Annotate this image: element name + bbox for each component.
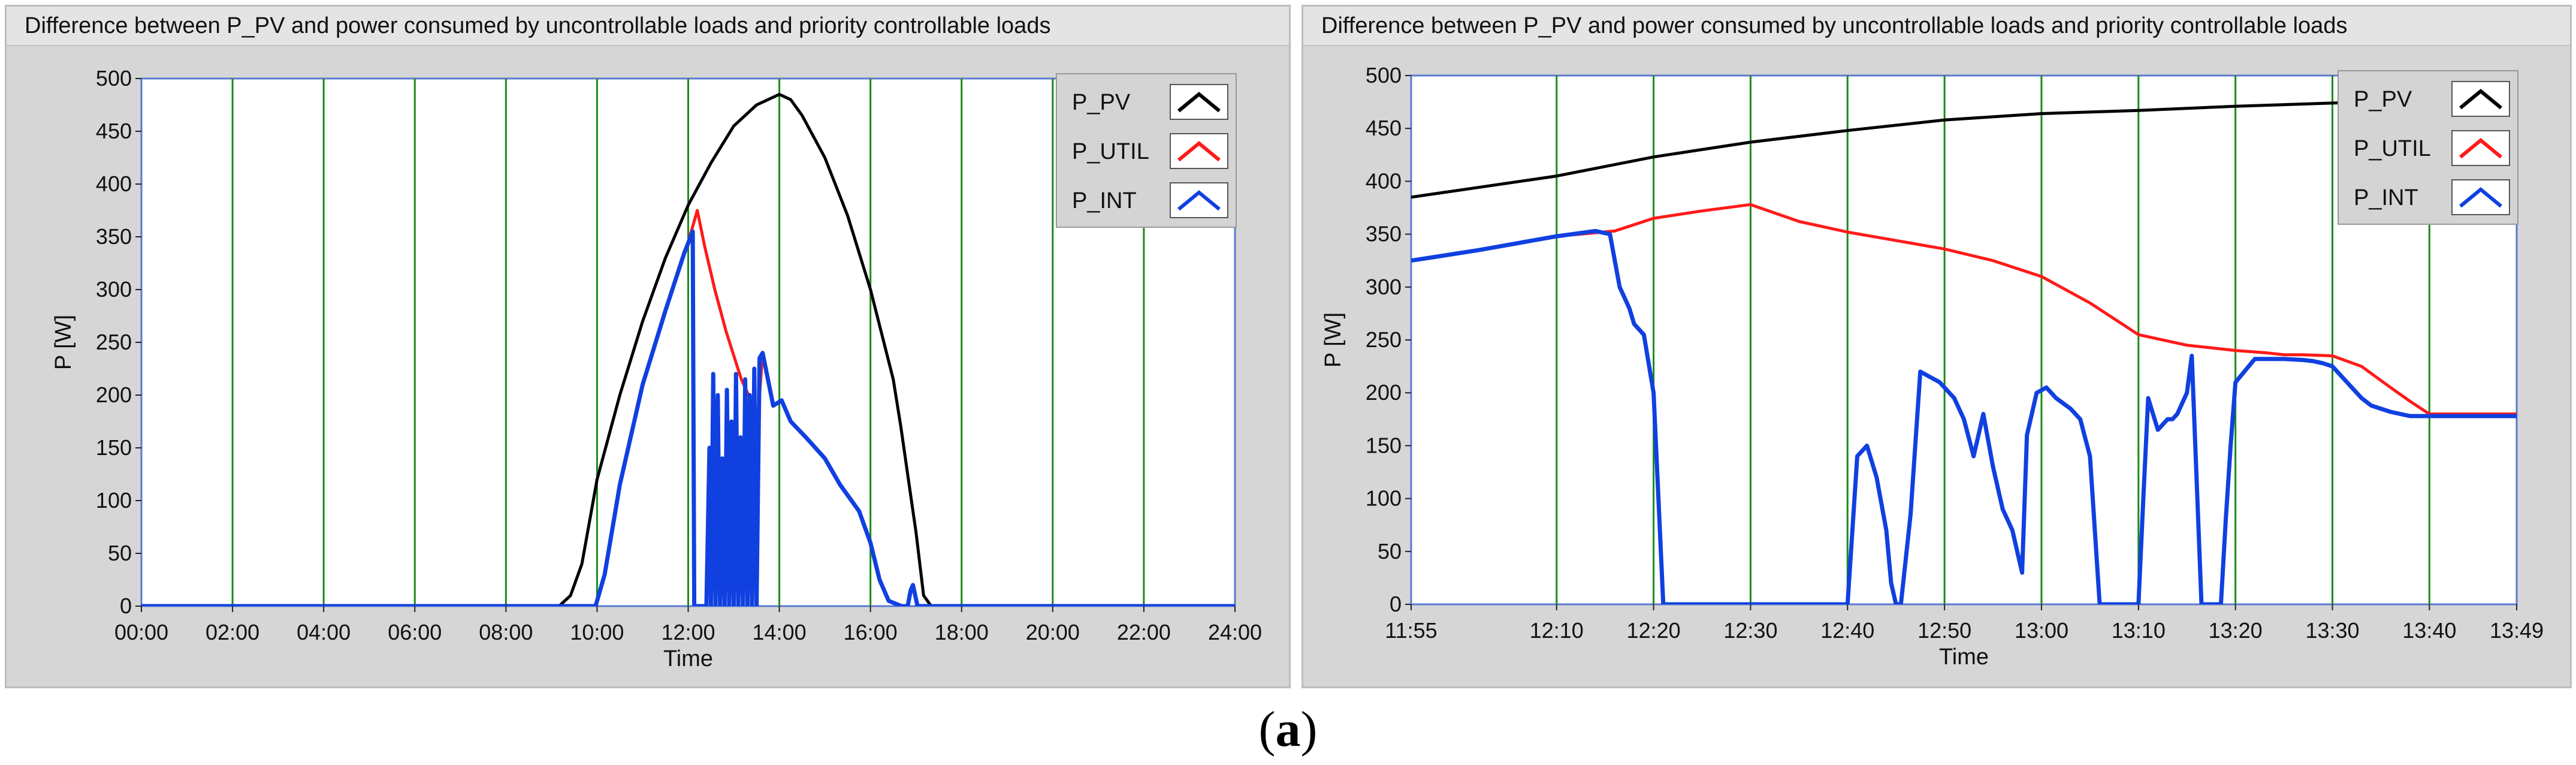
x-tick-label: 12:50 [1917, 618, 1971, 643]
caption-close: ) [1300, 701, 1318, 757]
y-tick-label: 350 [1366, 222, 1402, 246]
legend-label: P_PV [2354, 87, 2412, 112]
y-axis-label: P [W] [1321, 312, 1346, 368]
x-tick-label: 18:00 [935, 620, 989, 644]
y-tick-label: 100 [1366, 486, 1402, 511]
series-line-p-int [1411, 228, 2517, 604]
y-tick-label: 300 [1366, 275, 1402, 299]
x-tick-label: 11:55 [1385, 618, 1437, 643]
x-tick-label: 12:30 [1723, 618, 1777, 643]
x-tick-label: 16:00 [844, 620, 898, 644]
x-tick-label: 08:00 [479, 620, 533, 644]
y-tick-label: 500 [96, 66, 132, 91]
x-tick-label: 06:00 [388, 620, 442, 644]
chart-title: Difference between P_PV and power consum… [1303, 7, 2570, 46]
y-tick-label: 350 [96, 224, 132, 249]
legend-swatch [1170, 84, 1228, 120]
y-tick-label: 0 [1390, 592, 1402, 616]
x-tick-label: 10:00 [570, 620, 624, 644]
y-tick-label: 250 [1366, 327, 1402, 352]
chart-title: Difference between P_PV and power consum… [7, 7, 1289, 46]
legend-swatch-line [1177, 190, 1221, 211]
x-axis-label: Time [1939, 644, 1989, 670]
y-tick-label: 50 [1378, 539, 1402, 564]
x-tick-label: 13:40 [2402, 618, 2456, 643]
y-tick-label: 150 [1366, 433, 1402, 457]
legend-swatch [2451, 130, 2510, 166]
y-tick-label: 0 [120, 594, 132, 618]
legend-label: P_UTIL [2354, 136, 2431, 161]
legend-swatch-line [2459, 138, 2502, 159]
x-tick-label: 13:20 [2209, 618, 2263, 643]
caption-open: ( [1258, 701, 1276, 757]
chart-svg-right: 11:55 12:10 12:20 12:30 12:40 12:50 13:00 13:10… [1321, 63, 2544, 670]
y-tick-label: 150 [96, 435, 132, 460]
chart-panel-left: Difference between P_PV and power consum… [5, 5, 1291, 688]
y-tick-label: 200 [96, 382, 132, 407]
y-tick-label: 400 [96, 171, 132, 196]
legend-swatch [1170, 133, 1228, 169]
legend-label: P_UTIL [1072, 139, 1149, 164]
x-tick-label: 04:00 [297, 620, 351, 644]
legend-swatch-line [2459, 89, 2502, 110]
legend-swatch [2451, 179, 2510, 215]
legend-label: P_PV [1072, 90, 1131, 115]
x-tick-label: 20:00 [1026, 620, 1080, 644]
x-tick-label: 13:49 [2490, 618, 2544, 643]
x-tick-label: 00:00 [114, 620, 168, 644]
x-axis-label: Time [663, 646, 713, 671]
y-tick-label: 450 [96, 119, 132, 143]
y-tick-label: 200 [1366, 380, 1402, 405]
figure-caption: (a) [0, 700, 2576, 758]
chart-panel-right: Difference between P_PV and power consum… [1301, 5, 2572, 688]
x-tick-label: 12:20 [1627, 618, 1681, 643]
legend-swatch-line [1177, 141, 1221, 162]
series-line-p-util [1411, 203, 2517, 415]
x-tick-label: 14:00 [753, 620, 807, 644]
y-axis-label: P [W] [51, 315, 76, 370]
legend-swatch-line [1177, 92, 1221, 113]
x-tick-label: 12:00 [661, 620, 715, 644]
x-tick-label: 13:00 [2015, 618, 2068, 643]
y-tick-label: 50 [108, 541, 132, 565]
y-tick-label: 500 [1366, 63, 1402, 88]
y-tick-label: 100 [96, 488, 132, 513]
legend-swatch-line [2459, 187, 2502, 208]
legend-label: P_INT [2354, 185, 2418, 210]
x-tick-label: 13:30 [2305, 618, 2359, 643]
chart-svg-left: 00:00 02:00 04:00 06:00 08:00 10:00 12:00 14:00… [51, 66, 1262, 671]
caption-letter: a [1275, 701, 1301, 757]
x-tick-label: 12:40 [1820, 618, 1874, 643]
y-tick-label: 450 [1366, 116, 1402, 140]
x-tick-label: 02:00 [206, 620, 259, 644]
x-tick-label: 12:10 [1530, 618, 1584, 643]
legend-swatch [1170, 182, 1228, 218]
series-line-p-int [141, 229, 1235, 606]
x-tick-label: 24:00 [1208, 620, 1262, 644]
legend-swatch [2451, 81, 2510, 117]
y-tick-label: 250 [96, 330, 132, 354]
legend-label: P_INT [1072, 188, 1137, 213]
x-tick-label: 13:10 [2112, 618, 2166, 643]
x-tick-label: 22:00 [1117, 620, 1171, 644]
y-tick-label: 300 [96, 277, 132, 302]
y-tick-label: 400 [1366, 168, 1402, 193]
series-line-p-pv [141, 92, 1235, 606]
